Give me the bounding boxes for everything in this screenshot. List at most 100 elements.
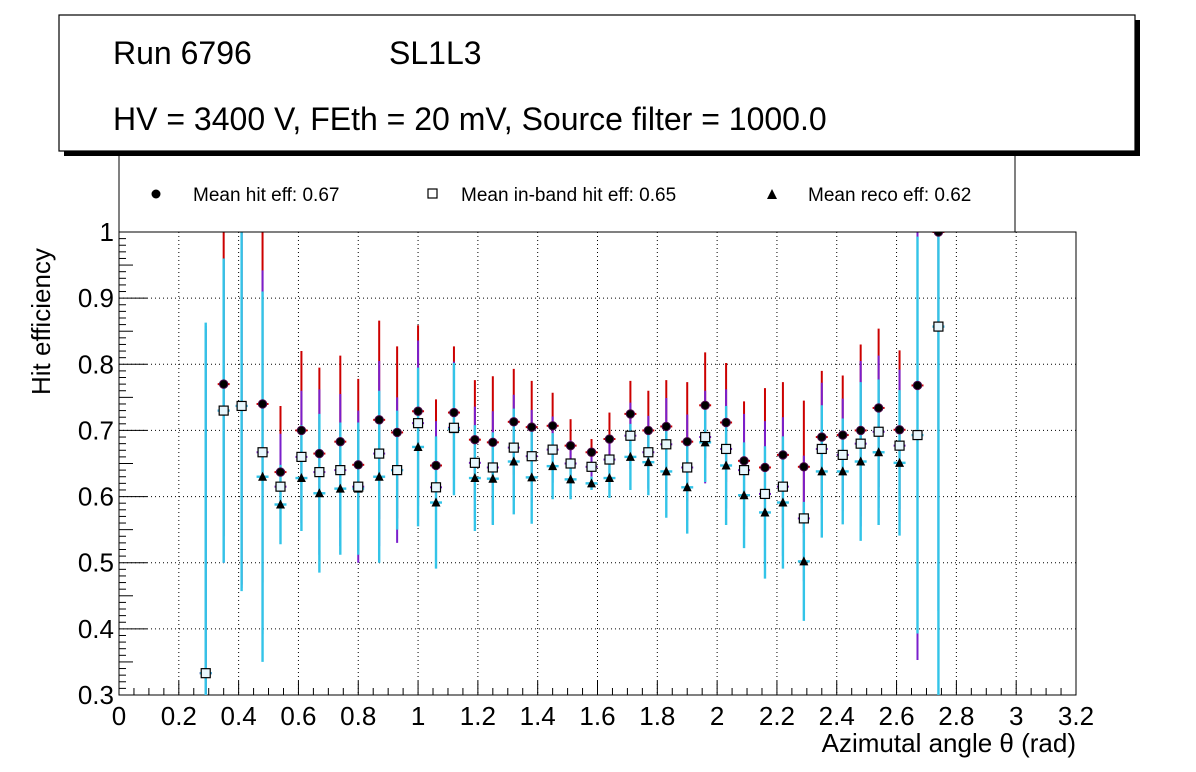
reco-marker — [739, 490, 749, 500]
data-markers — [200, 227, 944, 679]
reco-marker — [874, 447, 884, 457]
hit-marker — [374, 415, 384, 425]
hit-marker — [431, 460, 441, 471]
inband-marker — [873, 426, 884, 437]
inband-marker — [565, 458, 576, 469]
y-tick-label: 0.9 — [78, 283, 114, 313]
hit-marker — [625, 409, 636, 419]
y-axis-title: Hit efficiency — [26, 248, 56, 395]
hit-marker — [643, 425, 654, 436]
hit-marker — [682, 436, 692, 447]
legend-reco-label: Mean reco eff: 0.62 — [808, 185, 971, 206]
x-tick-label: 0.8 — [340, 701, 376, 731]
reco-marker — [548, 461, 558, 471]
inband-marker — [353, 481, 364, 492]
x-tick-label: 2.4 — [819, 701, 855, 731]
hit-marker — [586, 447, 597, 457]
inband-marker — [912, 429, 923, 441]
x-tick-label: 0 — [112, 701, 126, 731]
reco-marker — [413, 441, 423, 451]
reco-marker — [374, 471, 384, 481]
x-tick-label: 3.2 — [1058, 701, 1094, 731]
hit-marker — [778, 450, 788, 460]
inband-marker — [777, 481, 789, 492]
inband-marker — [700, 431, 711, 443]
y-tick-label: 0.8 — [78, 349, 114, 379]
reco-marker — [275, 499, 285, 509]
y-tick-label: 0.7 — [78, 415, 114, 445]
hit-marker — [661, 421, 671, 432]
hit-marker — [257, 399, 268, 409]
reco-marker — [760, 507, 770, 517]
x-tick-label: 3 — [1009, 701, 1023, 731]
x-axis-title: Azimutal angle θ (rad) — [822, 728, 1076, 758]
reco-marker — [778, 497, 788, 507]
hit-marker — [817, 432, 827, 442]
inband-marker — [430, 482, 442, 493]
inband-marker — [738, 465, 750, 476]
reco-marker — [296, 473, 306, 483]
x-tick-label: 2 — [710, 701, 724, 731]
y-tick-label: 0.4 — [78, 614, 114, 644]
inband-marker — [837, 449, 848, 461]
legend-box — [118, 154, 1016, 233]
x-tick-label: 1.6 — [579, 701, 615, 731]
inband-marker — [720, 443, 732, 455]
reco-marker — [566, 474, 576, 484]
reco-marker — [335, 483, 345, 493]
inband-marker — [374, 448, 385, 459]
hit-marker — [353, 460, 363, 470]
x-tick-label: 0.4 — [221, 701, 257, 731]
reco-marker — [258, 471, 268, 481]
hit-marker — [335, 436, 346, 447]
legend-inband-label: Mean in-band hit eff: 0.65 — [461, 185, 676, 206]
inband-marker — [412, 418, 424, 429]
legend-hit-label: Mean hit eff: 0.67 — [193, 185, 339, 206]
hit-marker — [799, 462, 809, 472]
inband-marker — [296, 451, 307, 462]
legend-hit-marker — [151, 189, 161, 199]
reco-marker — [799, 556, 809, 566]
reco-marker — [661, 466, 671, 476]
reco-marker — [509, 456, 519, 466]
inband-marker — [392, 465, 403, 476]
inband-marker — [604, 454, 615, 465]
inband-marker — [218, 405, 229, 416]
reco-marker — [604, 473, 614, 483]
hit-marker — [218, 379, 229, 389]
axis-tick-labels: 0 0.2 0.4 0.6 0.8 1 1.2 1.4 1.6 1.8 2 2.2 2.4 2.6 2.8 3… — [78, 217, 1094, 731]
inband-marker — [547, 444, 558, 455]
hit-marker — [314, 448, 325, 459]
inband-marker — [526, 451, 537, 462]
inband-marker — [855, 438, 866, 449]
x-tick-label: 1.2 — [460, 701, 496, 731]
reco-marker — [682, 482, 692, 492]
hit-marker — [565, 440, 576, 451]
inband-marker — [643, 447, 654, 458]
hit-marker — [855, 425, 866, 436]
x-tick-label: 0.2 — [161, 701, 197, 731]
legend-reco-marker — [767, 189, 777, 199]
hit-marker — [912, 380, 923, 391]
inband-marker — [487, 462, 498, 473]
inband-marker — [933, 321, 944, 332]
hit-marker — [700, 400, 710, 410]
reco-marker — [721, 460, 731, 470]
inband-marker — [661, 439, 672, 450]
x-tick-label: 1 — [411, 701, 425, 731]
settings-label: HV = 3400 V, FEth = 20 mV, Source filter… — [113, 101, 827, 137]
reco-marker — [895, 457, 905, 467]
hit-marker — [873, 403, 884, 413]
inband-marker — [314, 466, 325, 478]
hit-marker — [509, 417, 519, 427]
reco-marker — [431, 497, 441, 507]
axis-ticks — [118, 231, 1077, 696]
y-tick-label: 1 — [100, 217, 114, 247]
layer-label: SL1L3 — [389, 35, 482, 71]
inband-marker — [759, 488, 771, 500]
inband-marker — [469, 457, 480, 468]
reco-marker — [470, 473, 480, 483]
reco-marker — [488, 473, 498, 483]
inband-marker — [508, 442, 519, 453]
